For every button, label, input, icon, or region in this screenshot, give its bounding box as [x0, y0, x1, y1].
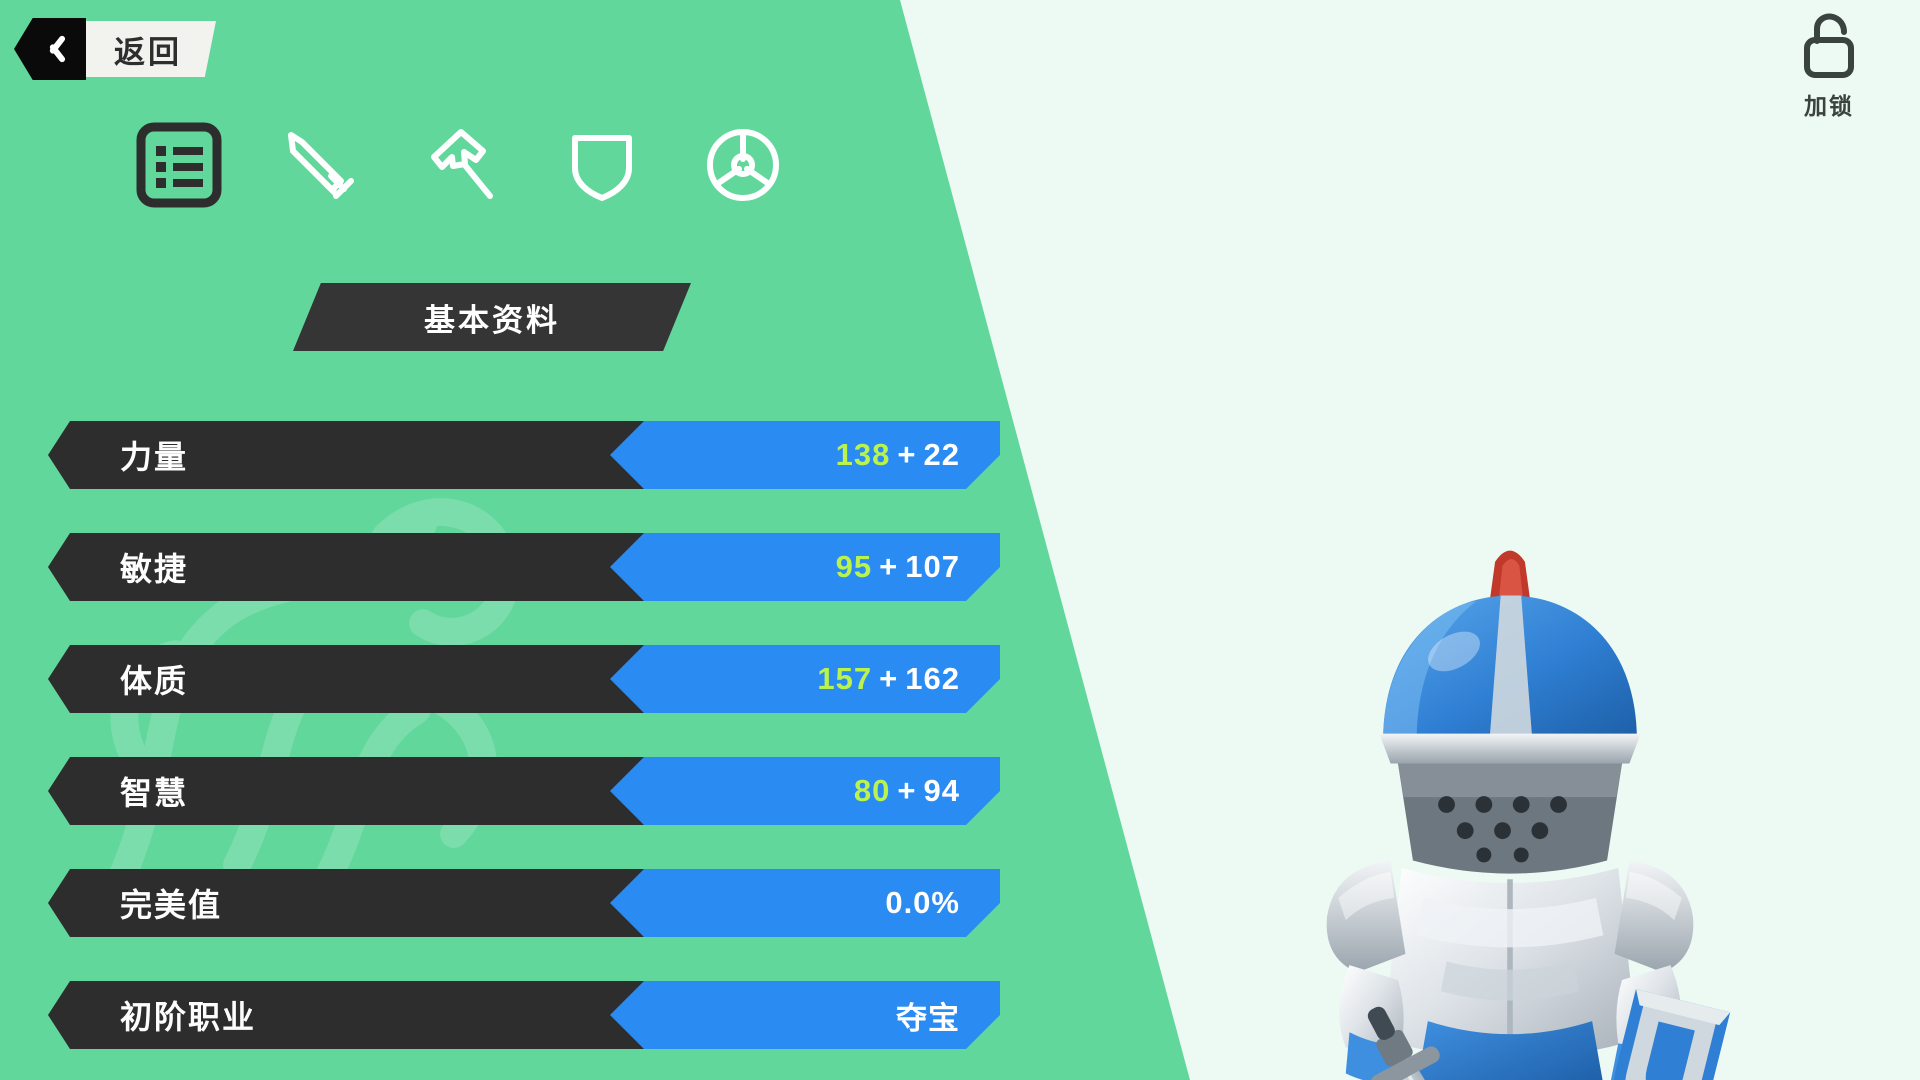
stat-label-panel: 体质 — [48, 645, 690, 713]
stat-value-panel: 157 +162 — [610, 645, 1000, 713]
tab-list[interactable] — [132, 118, 226, 212]
stat-label-panel: 完美值 — [48, 869, 690, 937]
stat-value-panel: 138 +22 — [610, 421, 1000, 489]
stat-value: 157 +162 — [817, 661, 960, 697]
stat-label: 完美值 — [120, 887, 223, 923]
stat-label: 智慧 — [120, 775, 189, 811]
stat-base-value: 95 — [835, 549, 873, 584]
stat-bonus-value: 94 — [923, 773, 960, 808]
stat-row[interactable]: 敏捷 95 +107 — [48, 533, 948, 601]
stat-row[interactable]: 智慧 80 +94 — [48, 757, 948, 825]
stat-value: 0.0% — [885, 885, 960, 921]
lock-button-label: 加锁 — [1804, 93, 1854, 119]
stat-base-value: 157 — [817, 661, 873, 696]
stat-row[interactable]: 体质 157 +162 — [48, 645, 948, 713]
stat-row[interactable]: 初阶职业 夺宝 — [48, 981, 948, 1049]
back-button[interactable]: 返回 — [14, 18, 216, 80]
stat-label: 力量 — [120, 439, 189, 475]
stat-label: 初阶职业 — [120, 999, 257, 1035]
unlocked-padlock-icon — [1797, 12, 1861, 85]
tab-tool[interactable] — [414, 118, 508, 212]
sword-icon — [279, 124, 361, 206]
stat-label-panel: 力量 — [48, 421, 690, 489]
pickaxe-icon — [420, 124, 502, 206]
stat-base-value: 138 — [835, 437, 891, 472]
chevron-left-icon — [14, 18, 86, 80]
stat-value-panel: 95 +107 — [610, 533, 1000, 601]
stat-plus-sign: + — [897, 773, 917, 808]
stat-plus-sign: + — [879, 661, 899, 696]
stat-plus-sign: + — [897, 437, 917, 472]
tab-helmet[interactable] — [696, 118, 790, 212]
tab-armor[interactable] — [555, 118, 649, 212]
stat-label-panel: 敏捷 — [48, 533, 690, 601]
stat-value: 95 +107 — [836, 549, 960, 585]
stat-bonus-value: 夺宝 — [896, 1000, 960, 1036]
shield-icon — [561, 124, 643, 206]
stat-value: 138 +22 — [836, 437, 960, 473]
stat-bonus-value: 0.0% — [885, 885, 960, 920]
stat-row[interactable]: 力量 138 +22 — [48, 421, 948, 489]
stat-row[interactable]: 完美值 0.0% — [48, 869, 948, 937]
lock-button[interactable]: 加锁 — [1774, 12, 1884, 121]
category-tab-bar — [132, 118, 790, 212]
section-title: 基本资料 — [293, 283, 691, 351]
stat-base-value: 80 — [853, 773, 891, 808]
stat-bonus-value: 22 — [923, 437, 960, 472]
stat-value-panel: 夺宝 — [610, 981, 1000, 1049]
stats-list: 力量 138 +22 敏捷 95 +107 体质 157 +162 智慧 80 +94 完美值 0.0% 初… — [48, 421, 948, 1080]
stat-label-panel: 智慧 — [48, 757, 690, 825]
stat-value: 夺宝 — [896, 993, 960, 1038]
stat-label-panel: 初阶职业 — [48, 981, 690, 1049]
stat-plus-sign: + — [879, 549, 899, 584]
list-icon — [135, 121, 223, 209]
stat-value-panel: 80 +94 — [610, 757, 1000, 825]
tab-weapon[interactable] — [273, 118, 367, 212]
stat-value: 80 +94 — [854, 773, 960, 809]
back-button-label: 返回 — [76, 21, 216, 77]
stat-label: 敏捷 — [120, 551, 189, 587]
stat-label: 体质 — [120, 663, 189, 699]
stat-bonus-value: 107 — [905, 549, 960, 584]
helmet-icon — [701, 123, 785, 207]
stat-value-panel: 0.0% — [610, 869, 1000, 937]
stat-bonus-value: 162 — [905, 661, 960, 696]
